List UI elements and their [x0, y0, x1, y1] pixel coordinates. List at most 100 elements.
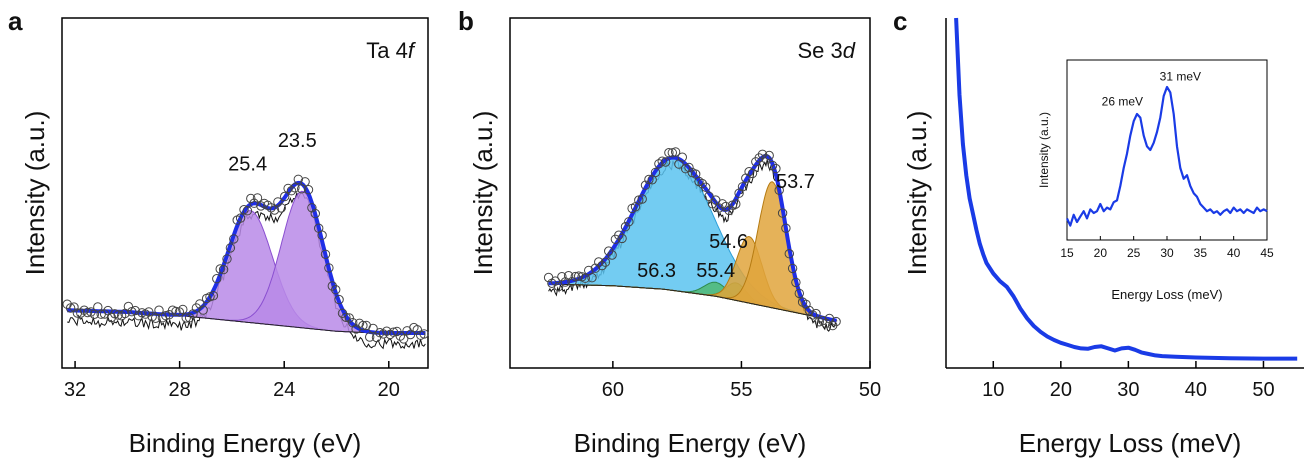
data-point — [86, 307, 96, 317]
data-point — [365, 332, 375, 342]
data-point — [784, 249, 794, 259]
data-point — [290, 183, 300, 193]
peak-labels-b: 56.3 55.4 54.6 53.7 — [637, 171, 815, 282]
peak-label: 56.3 — [637, 260, 676, 282]
panel-b-annotation: Se 3d — [797, 38, 855, 63]
eels-spectrum-line — [954, 17, 1298, 361]
x-ticks-a: 32 28 24 20 — [64, 361, 400, 401]
peak-label: 55.4 — [696, 260, 735, 282]
data-point — [701, 182, 711, 192]
x-tick-label: 32 — [64, 379, 86, 401]
data-point — [72, 308, 83, 318]
data-point — [293, 174, 303, 185]
data-point — [252, 193, 263, 203]
data-point — [303, 185, 314, 195]
data-point — [300, 177, 310, 187]
data-point — [218, 264, 229, 275]
data-point — [737, 182, 748, 192]
plot-frame-b — [509, 17, 871, 369]
inset-peak-label: 31 meV — [1160, 69, 1201, 83]
data-point — [198, 305, 208, 315]
x-tick-label: 40 — [1185, 379, 1207, 401]
panel-a-annotation: Ta 4f — [366, 38, 417, 63]
data-point — [382, 326, 392, 336]
peak-label: 23.5 — [278, 130, 317, 152]
data-point — [697, 178, 707, 189]
data-point — [113, 310, 123, 320]
data-point — [550, 276, 560, 286]
x-tick-label: 50 — [859, 379, 881, 401]
data-point — [69, 302, 79, 312]
data-point — [174, 307, 185, 317]
inset-plot-area — [1066, 85, 1268, 227]
data-point — [76, 308, 86, 318]
inset-x-tick-label: 25 — [1127, 246, 1141, 260]
panel-a-annotation-element: Ta 4 — [366, 38, 408, 63]
data-point — [130, 305, 140, 316]
data-point — [801, 299, 811, 309]
data-point — [754, 153, 764, 163]
data-point — [821, 318, 831, 328]
inset-x-axis-label: Energy Loss (meV) — [1111, 287, 1222, 302]
data-point — [399, 334, 409, 344]
panel-b-annotation-orbital: d — [843, 38, 856, 63]
data-point — [747, 168, 758, 179]
data-point — [600, 257, 611, 267]
data-point — [222, 254, 232, 264]
data-point — [654, 159, 664, 169]
x-axis-label-a: Binding Energy (eV) — [129, 428, 362, 458]
data-point — [664, 148, 674, 158]
inset-peak-label: 26 meV — [1102, 95, 1143, 109]
data-point — [150, 313, 161, 323]
x-tick-label: 28 — [169, 379, 191, 401]
data-point — [412, 325, 422, 335]
data-point — [787, 263, 798, 274]
data-point — [811, 308, 821, 319]
inset-x-tick-label: 30 — [1160, 246, 1174, 260]
data-point — [684, 162, 694, 173]
data-point — [212, 274, 222, 284]
data-point — [553, 281, 564, 292]
peak-labels-a: 25.4 23.5 — [228, 130, 317, 176]
data-point — [640, 180, 651, 190]
data-point — [65, 303, 76, 313]
envelope-fit-line — [548, 153, 837, 323]
data-point — [637, 194, 647, 204]
data-point — [767, 160, 778, 171]
data-point — [791, 277, 801, 288]
data-point — [563, 271, 574, 281]
data-point — [144, 307, 154, 317]
data-point — [660, 157, 671, 167]
data-point — [597, 260, 607, 271]
data-point — [310, 208, 320, 219]
data-point — [249, 198, 259, 208]
data-point — [677, 152, 687, 162]
data-point — [650, 167, 661, 178]
data-point — [761, 154, 771, 164]
data-point — [246, 193, 256, 204]
data-point — [358, 320, 368, 331]
data-point — [731, 199, 741, 209]
data-point — [831, 316, 841, 327]
data-point — [587, 273, 597, 283]
data-point — [590, 263, 601, 273]
data-point — [771, 163, 781, 174]
data-point — [395, 331, 405, 341]
data-point — [644, 174, 654, 185]
data-point — [123, 301, 134, 312]
x-tick-label: 50 — [1252, 379, 1274, 401]
data-point — [171, 306, 181, 317]
y-axis-label-c: Intensity (a.u.) — [902, 111, 932, 276]
peak-label: 25.4 — [228, 154, 267, 176]
data-point — [614, 230, 624, 240]
data-point — [154, 305, 164, 315]
data-point — [256, 201, 266, 211]
panel-b: b 60 55 50 Se 3d 56.3 55.4 54.6 53.7 Binding … — [458, 6, 881, 458]
data-point — [178, 304, 188, 315]
data-point — [280, 191, 290, 202]
data-point — [331, 285, 341, 295]
data-point — [344, 313, 354, 323]
data-point — [273, 197, 283, 207]
data-point — [317, 230, 327, 240]
